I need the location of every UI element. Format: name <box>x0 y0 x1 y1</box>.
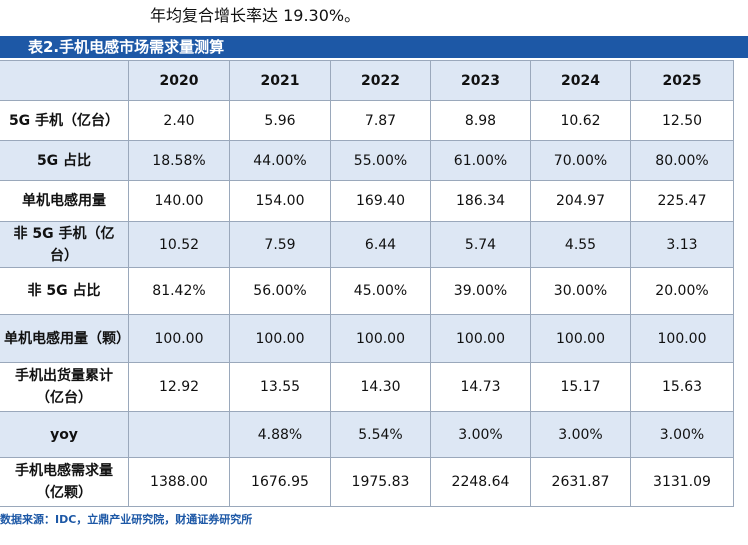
row-label: 单机电感用量（颗） <box>0 314 130 363</box>
table-cell: 14.73 <box>430 362 531 412</box>
table-cell: 20.00% <box>630 267 734 315</box>
table-cell: 2020 <box>128 60 230 101</box>
table-cell: 5.74 <box>430 221 531 268</box>
table-cell: 55.00% <box>330 140 431 181</box>
table-cell: 169.40 <box>330 180 431 222</box>
table-cell: 61.00% <box>430 140 531 181</box>
table-cell: 12.50 <box>630 100 734 141</box>
table-cell: 7.87 <box>330 100 431 141</box>
row-label: yoy <box>0 411 129 458</box>
table-cell: 30.00% <box>530 267 631 315</box>
table-cell: 18.58% <box>128 140 230 181</box>
row-label: 手机电感需求量（亿颗） <box>0 457 129 507</box>
table-cell: 39.00% <box>430 267 531 315</box>
table-cell: 5.96 <box>229 100 331 141</box>
table-cell: 100.00 <box>330 314 431 363</box>
table-row: 单机电感用量（颗） 100.00 100.00 100.00 100.00 100.00 1… <box>0 314 734 363</box>
table-cell: 56.00% <box>229 267 331 315</box>
table-row: 5G 手机（亿台） 2.40 5.96 7.87 8.98 10.62 12.50 <box>0 100 734 141</box>
table-cell: 15.63 <box>630 362 734 412</box>
table-row: yoy 4.88% 5.54% 3.00% 3.00% 3.00% <box>0 411 734 458</box>
row-label <box>0 60 129 101</box>
table-cell: 45.00% <box>330 267 431 315</box>
table-cell <box>128 411 230 458</box>
table-row: 5G 占比 18.58% 44.00% 55.00% 61.00% 70.00% 80.00… <box>0 140 734 181</box>
table-cell: 4.88% <box>229 411 331 458</box>
table-row: 非 5G 手机（亿台） 10.52 7.59 6.44 5.74 4.55 3.13 <box>0 221 734 268</box>
table-cell: 70.00% <box>530 140 631 181</box>
table-cell: 100.00 <box>128 314 230 363</box>
table-cell: 14.30 <box>330 362 431 412</box>
table-cell: 2.40 <box>128 100 230 141</box>
data-table: 2020 2021 2022 2023 2024 2025 5G 手机（亿台） 2.40 5.9… <box>0 60 734 507</box>
table-cell: 2631.87 <box>530 457 631 507</box>
row-label: 非 5G 手机（亿台） <box>0 221 129 268</box>
table-cell: 3.00% <box>630 411 734 458</box>
table-cell: 12.92 <box>128 362 230 412</box>
table-cell: 15.17 <box>530 362 631 412</box>
table-title: 表2.手机电感市场需求量测算 <box>0 36 748 58</box>
table-cell: 4.55 <box>530 221 631 268</box>
table-cell: 13.55 <box>229 362 331 412</box>
table-cell: 186.34 <box>430 180 531 222</box>
table-cell: 80.00% <box>630 140 734 181</box>
table-cell: 100.00 <box>430 314 531 363</box>
row-label: 单机电感用量 <box>0 180 129 222</box>
table-cell: 225.47 <box>630 180 734 222</box>
row-label: 非 5G 占比 <box>0 267 129 315</box>
table-cell: 8.98 <box>430 100 531 141</box>
table-row: 手机出货量累计（亿台） 12.92 13.55 14.30 14.73 15.17 15.6… <box>0 362 734 412</box>
table-cell: 100.00 <box>630 314 734 363</box>
table-cell: 1975.83 <box>330 457 431 507</box>
row-label: 5G 手机（亿台） <box>0 100 129 141</box>
table-cell: 3.00% <box>430 411 531 458</box>
table-cell: 100.00 <box>530 314 631 363</box>
source-note: 数据来源：IDC，立鼎产业研究院，财通证券研究所 <box>0 513 253 526</box>
table-cell: 10.52 <box>128 221 230 268</box>
table-cell: 7.59 <box>229 221 331 268</box>
table-cell: 154.00 <box>229 180 331 222</box>
row-label: 5G 占比 <box>0 140 129 181</box>
table-row: 手机电感需求量（亿颗） 1388.00 1676.95 1975.83 2248.64 2… <box>0 457 734 507</box>
table-cell: 5.54% <box>330 411 431 458</box>
table-cell: 2021 <box>229 60 331 101</box>
table-cell: 2022 <box>330 60 431 101</box>
row-label: 手机出货量累计（亿台） <box>0 362 129 412</box>
table-cell: 1676.95 <box>229 457 331 507</box>
table-cell: 2248.64 <box>430 457 531 507</box>
table-cell: 10.62 <box>530 100 631 141</box>
table-cell: 6.44 <box>330 221 431 268</box>
table-row: 非 5G 占比 81.42% 56.00% 45.00% 39.00% 30.00% 20.… <box>0 267 734 315</box>
intro-text: 年均复合增长率达 19.30%。 <box>150 6 361 25</box>
table-cell: 3.00% <box>530 411 631 458</box>
table-cell: 2023 <box>430 60 531 101</box>
table-row: 单机电感用量 140.00 154.00 169.40 186.34 204.97 225.… <box>0 180 734 222</box>
table-cell: 44.00% <box>229 140 331 181</box>
table-cell: 204.97 <box>530 180 631 222</box>
table-cell: 2024 <box>530 60 631 101</box>
table-cell: 3131.09 <box>630 457 734 507</box>
table-cell: 140.00 <box>128 180 230 222</box>
table-cell: 2025 <box>630 60 734 101</box>
table-cell: 1388.00 <box>128 457 230 507</box>
table-cell: 3.13 <box>630 221 734 268</box>
table-cell: 100.00 <box>229 314 331 363</box>
table-cell: 81.42% <box>128 267 230 315</box>
table-row: 2020 2021 2022 2023 2024 2025 <box>0 60 734 101</box>
